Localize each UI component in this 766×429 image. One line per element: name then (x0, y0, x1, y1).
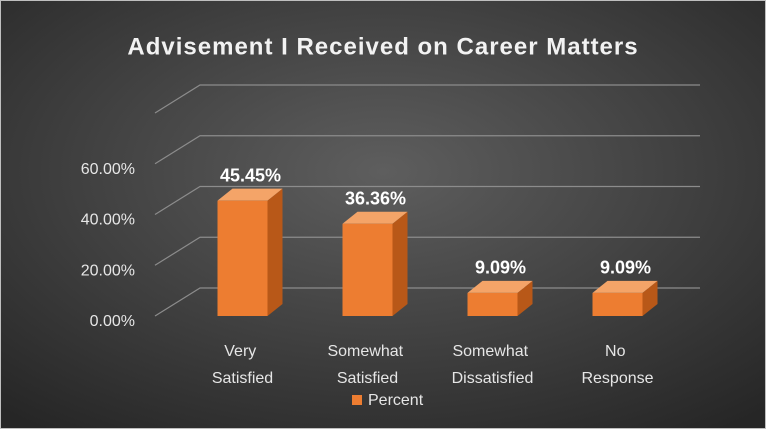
y-tick-label: 20.00% (81, 262, 135, 279)
bar-front (592, 292, 643, 316)
y-tick-label: 0.00% (90, 313, 135, 330)
grid-line (154, 236, 700, 266)
legend-swatch (352, 395, 362, 405)
bar-side (267, 188, 283, 316)
bar (342, 211, 408, 316)
bar-side (642, 280, 658, 316)
data-label: 9.09% (475, 258, 526, 278)
bar-front (217, 200, 268, 316)
x-tick-label: Very Satisfied (212, 343, 273, 387)
x-tick-label: Somewhat Satisfied (327, 343, 407, 387)
x-tick-label: Somewhat Dissatisfied (452, 343, 534, 387)
bar-front (467, 292, 518, 316)
grid-line (154, 135, 700, 165)
y-tick-label: 40.00% (81, 212, 135, 229)
chart-title: Advisement I Received on Career Matters (127, 33, 638, 60)
x-tick-label: No Response (581, 343, 653, 387)
grid-line (154, 287, 700, 317)
bar (217, 188, 283, 316)
bar (467, 280, 533, 316)
y-tick-label: 60.00% (81, 161, 135, 178)
legend-label: Percent (368, 392, 424, 409)
data-label: 36.36% (345, 188, 406, 208)
bar-front (342, 223, 393, 316)
bar-side (392, 211, 408, 316)
bar-top (467, 280, 533, 293)
bar-top (592, 280, 658, 293)
bar (592, 280, 658, 316)
bar-side (517, 280, 533, 316)
bar-top (217, 188, 283, 201)
bar-top (342, 211, 408, 224)
data-label: 9.09% (600, 258, 651, 278)
grid-line (154, 84, 700, 114)
grid-line (154, 185, 700, 216)
data-label: 45.45% (220, 165, 281, 185)
